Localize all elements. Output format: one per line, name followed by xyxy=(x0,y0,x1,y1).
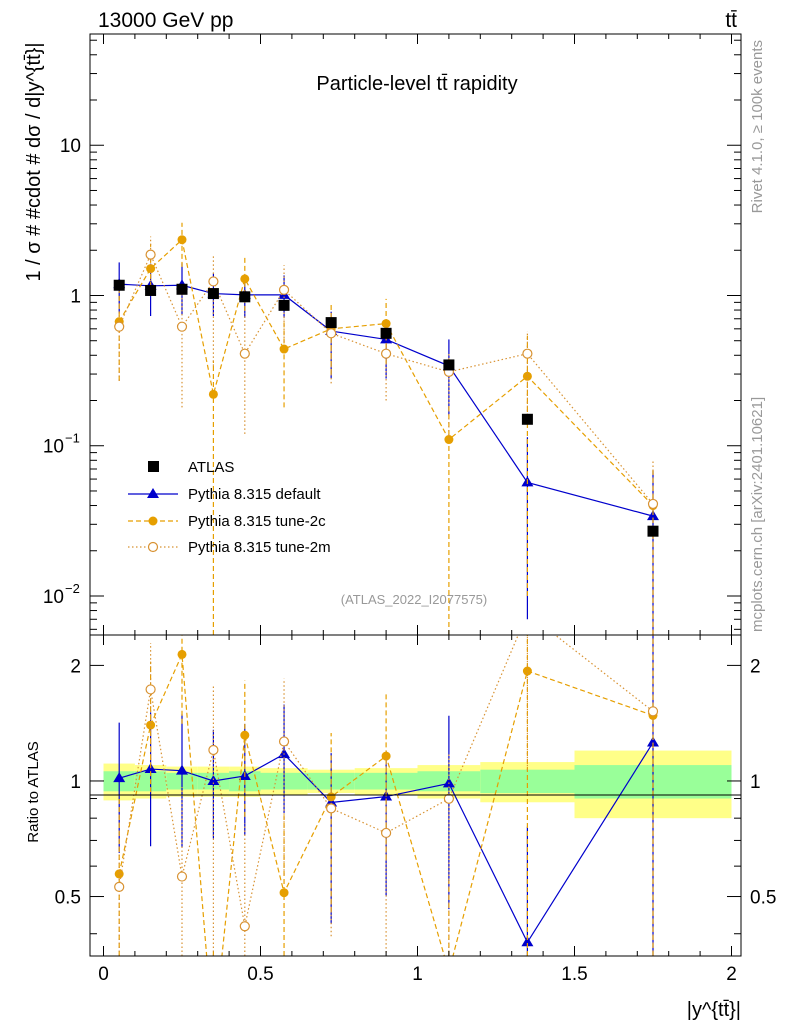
data-point-marker xyxy=(177,235,187,245)
ratio-band-inner xyxy=(480,769,575,794)
main-y-tick-exponent: −1 xyxy=(65,431,80,446)
data-point-marker xyxy=(208,276,219,287)
data-point-marker xyxy=(114,869,124,879)
legend-marker-atlas xyxy=(148,461,159,472)
data-point-marker xyxy=(177,649,187,659)
data-point-marker xyxy=(145,284,157,296)
plot-title: Particle-level tt̄ rapidity xyxy=(316,73,517,95)
data-point-marker xyxy=(647,498,659,510)
ratio-line-tune2m xyxy=(118,635,654,927)
ratio-y-tick-label-right: 0.5 xyxy=(750,888,776,909)
ratio-y-tick-label-right: 2 xyxy=(750,656,761,677)
main-series-group xyxy=(113,222,659,635)
data-point-marker xyxy=(381,348,392,359)
legend-label-tune2m: Pythia 8.315 tune-2m xyxy=(188,539,331,556)
data-point-marker xyxy=(176,764,188,775)
data-point-marker xyxy=(522,371,532,381)
ratio-y-tick-label: 2 xyxy=(70,656,81,677)
header-right-title: tt̄ xyxy=(725,9,737,32)
data-point-marker xyxy=(239,921,250,932)
data-point-marker xyxy=(176,321,188,332)
ratio-series-group xyxy=(113,635,659,956)
legend-label-default: Pythia 8.315 default xyxy=(188,486,321,503)
data-point-marker xyxy=(326,803,337,814)
x-axis-label: |y^{tt̄}| xyxy=(687,999,741,1021)
data-point-marker xyxy=(114,321,125,332)
x-tick-label: 0 xyxy=(98,964,109,985)
main-y-tick-label: 10 xyxy=(43,587,64,608)
data-point-marker xyxy=(326,328,337,339)
legend-marker-tune2m xyxy=(147,541,159,553)
data-point-marker xyxy=(207,288,219,300)
data-point-marker xyxy=(380,327,392,339)
ratio-y-axis-label: Ratio to ATLAS xyxy=(25,741,42,842)
data-point-marker xyxy=(146,720,156,730)
data-point-marker xyxy=(443,359,455,371)
data-point-marker xyxy=(176,283,188,295)
main-y-axis-label: 1 / σ # #cdot # dσ / d|y^{tt̄}| xyxy=(23,42,45,281)
series-line-tune2c xyxy=(118,238,654,506)
header-left-title: 13000 GeV pp xyxy=(98,9,233,32)
data-point-marker xyxy=(279,888,289,898)
data-point-marker xyxy=(325,317,337,329)
data-point-marker xyxy=(240,274,250,284)
data-point-marker xyxy=(442,777,455,788)
ratio-y-tick-label-right: 1 xyxy=(750,772,761,793)
main-y-tick-label: 10 xyxy=(60,136,81,157)
x-tick-label: 1.5 xyxy=(561,964,587,985)
legend: ATLAS Pythia 8.315 default Pythia 8.315 … xyxy=(128,459,331,556)
ratio-y-tick-label: 1 xyxy=(70,772,81,793)
ratio-y-tick-label: 0.5 xyxy=(55,888,81,909)
data-point-marker xyxy=(239,291,251,303)
data-point-marker xyxy=(239,348,250,359)
side-label-mcplots: mcplots.cern.ch [arXiv:2401.10621] xyxy=(749,397,766,632)
main-y-tick-label: 10 xyxy=(43,437,64,458)
data-point-marker xyxy=(522,666,532,676)
data-point-marker xyxy=(208,389,218,399)
x-tick-label: 2 xyxy=(726,964,737,985)
data-point-marker xyxy=(522,348,533,359)
data-point-marker xyxy=(521,413,533,425)
data-point-marker xyxy=(145,249,156,260)
data-point-marker xyxy=(521,936,534,947)
data-point-marker xyxy=(208,744,219,756)
data-point-marker xyxy=(113,772,126,783)
series-line-tune2m xyxy=(118,253,654,505)
side-label-rivet: Rivet 4.1.0, ≥ 100k events xyxy=(749,40,766,213)
legend-marker-tune2c xyxy=(148,516,158,526)
data-point-marker xyxy=(278,284,290,295)
x-tick-label: 1 xyxy=(412,964,423,985)
data-point-marker xyxy=(647,736,659,747)
data-point-marker xyxy=(278,736,290,747)
data-point-marker xyxy=(113,279,125,291)
main-y-tick-label: 1 xyxy=(70,286,81,307)
ratio-clip-tune2m xyxy=(114,635,659,956)
data-point-marker xyxy=(114,881,125,892)
data-point-marker xyxy=(240,730,250,740)
legend-marker-default xyxy=(147,488,159,498)
analysis-watermark: (ATLAS_2022_I2077575) xyxy=(341,592,487,607)
legend-label-tune2c: Pythia 8.315 tune-2c xyxy=(188,513,326,530)
data-point-marker xyxy=(647,510,659,521)
data-point-marker xyxy=(176,871,188,882)
data-point-marker xyxy=(145,684,156,695)
data-point-marker xyxy=(647,706,659,717)
main-y-tick-exponent: −2 xyxy=(65,581,80,596)
data-point-marker xyxy=(647,525,659,537)
data-point-marker xyxy=(381,827,392,839)
data-point-marker xyxy=(443,793,454,804)
data-point-marker xyxy=(279,344,289,354)
ratio-uncertainty-bands xyxy=(103,750,732,819)
x-tick-label: 0.5 xyxy=(247,964,273,985)
legend-label-atlas: ATLAS xyxy=(188,459,234,476)
data-point-marker xyxy=(278,299,290,311)
